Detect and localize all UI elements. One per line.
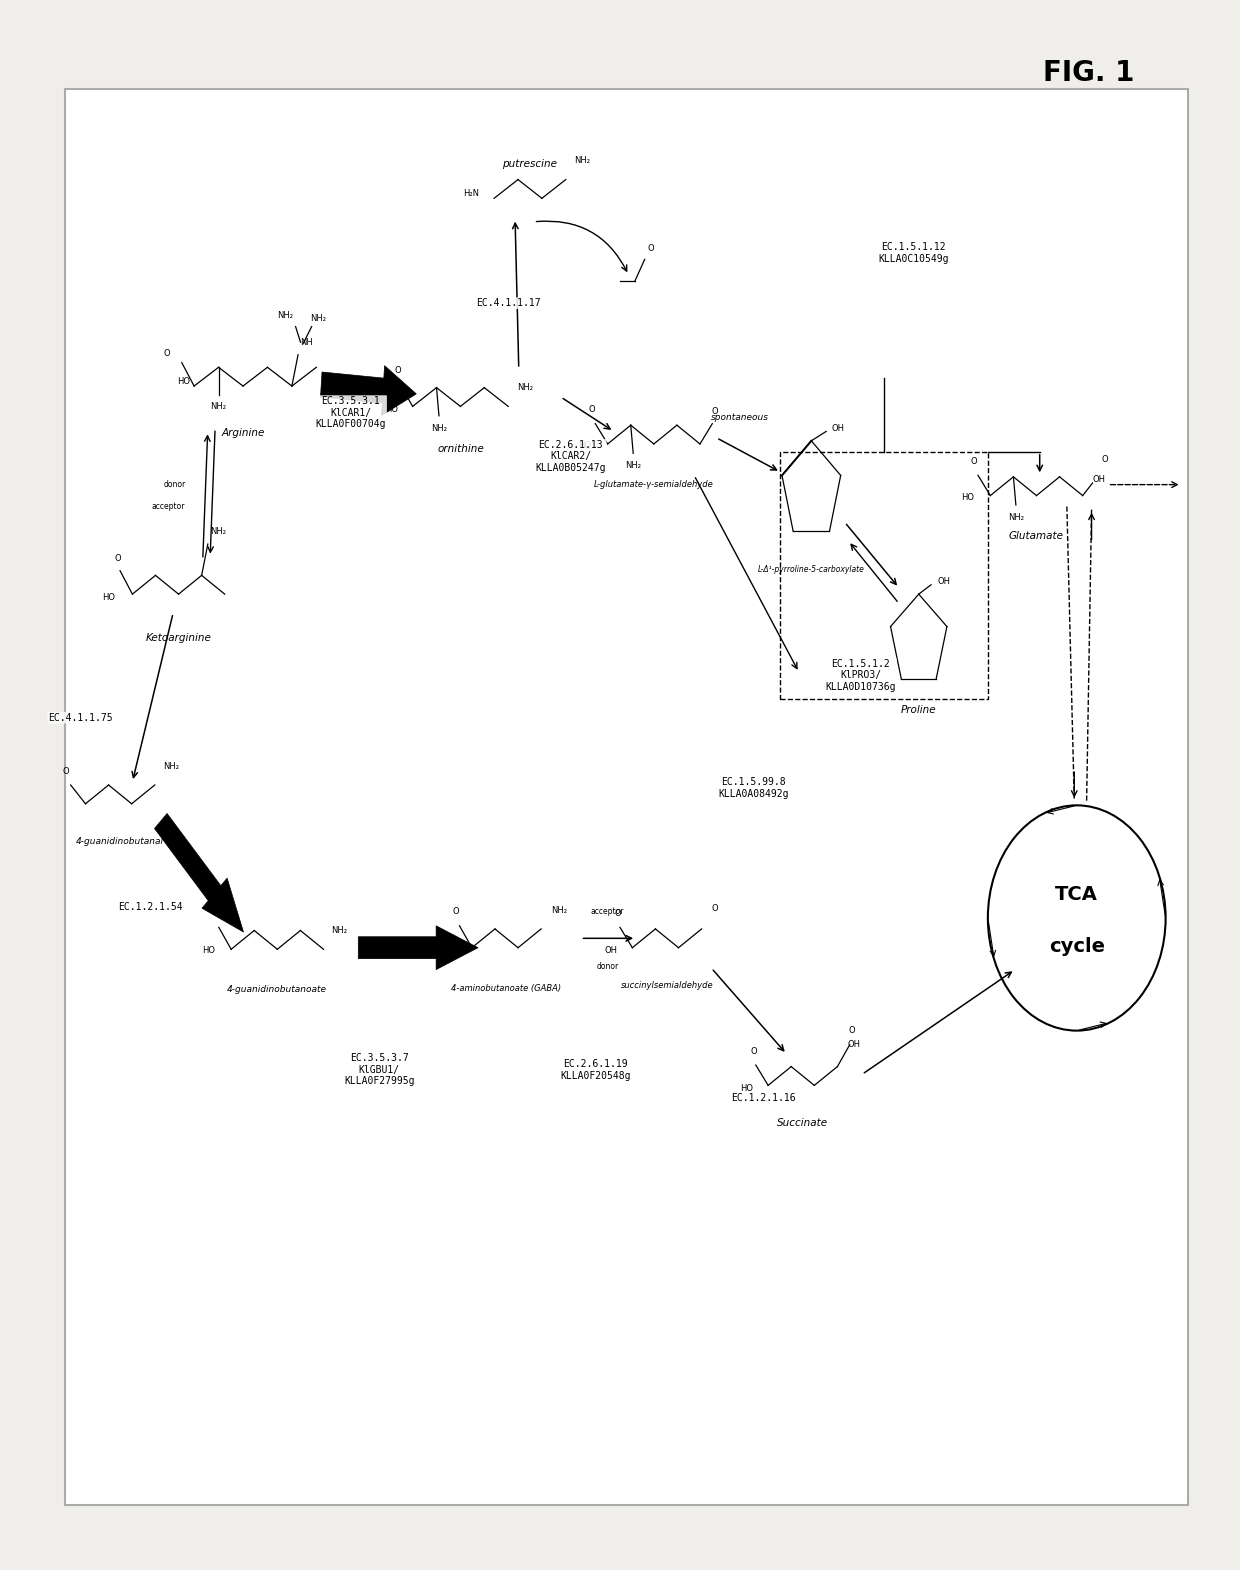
Text: donor: donor	[164, 480, 186, 490]
Text: O: O	[1101, 455, 1109, 465]
Text: 4-guanidinobutanoate: 4-guanidinobutanoate	[227, 986, 327, 994]
Text: EC.3.5.3.1
KlCAR1/
KLLA0F00704g: EC.3.5.3.1 KlCAR1/ KLLA0F00704g	[316, 396, 386, 429]
Polygon shape	[155, 813, 243, 933]
Text: EC.4.1.1.17: EC.4.1.1.17	[476, 298, 541, 308]
Text: TCA: TCA	[1055, 885, 1099, 904]
Text: EC.1.5.1.2
KlPRO3/
KLLA0D10736g: EC.1.5.1.2 KlPRO3/ KLLA0D10736g	[826, 659, 897, 692]
Text: H₂N: H₂N	[464, 188, 480, 198]
Text: O: O	[849, 1027, 856, 1035]
Text: EC.3.5.3.7
KlGBU1/
KLLA0F27995g: EC.3.5.3.7 KlGBU1/ KLLA0F27995g	[343, 1053, 414, 1086]
Text: NH₂: NH₂	[310, 314, 326, 323]
Text: 4-aminobutanoate (GABA): 4-aminobutanoate (GABA)	[451, 984, 562, 992]
Text: EC.4.1.1.75: EC.4.1.1.75	[48, 713, 113, 722]
Text: EC.1.5.1.12
KLLA0C10549g: EC.1.5.1.12 KLLA0C10549g	[879, 242, 949, 264]
Polygon shape	[358, 926, 479, 970]
Text: OH: OH	[1092, 476, 1106, 485]
Text: NH₂: NH₂	[211, 402, 227, 411]
Text: O: O	[213, 909, 219, 918]
Text: EC.2.6.1.19
KLLA0F20548g: EC.2.6.1.19 KLLA0F20548g	[560, 1058, 631, 1080]
Text: EC.2.6.1.13
KlCAR2/
KLLA0B05247g: EC.2.6.1.13 KlCAR2/ KLLA0B05247g	[536, 440, 606, 473]
Text: spontaneous: spontaneous	[711, 413, 769, 422]
Text: OH: OH	[831, 424, 844, 433]
Text: NH₂: NH₂	[574, 157, 590, 165]
Text: putrescine: putrescine	[502, 159, 558, 170]
Text: HO: HO	[740, 1083, 754, 1093]
Text: O: O	[588, 405, 595, 414]
Text: O: O	[164, 349, 170, 358]
Text: O: O	[750, 1047, 756, 1055]
Text: EC.1.2.1.16: EC.1.2.1.16	[730, 1093, 796, 1102]
Text: NH₂: NH₂	[432, 424, 446, 433]
Text: L-glutamate-γ-semialdehyde: L-glutamate-γ-semialdehyde	[594, 480, 714, 490]
Text: HO: HO	[202, 947, 215, 955]
Text: O: O	[971, 457, 977, 466]
Text: Ketoarginine: Ketoarginine	[145, 633, 212, 644]
Text: ornithine: ornithine	[436, 444, 484, 454]
Text: HO: HO	[961, 493, 975, 502]
Text: OH: OH	[937, 578, 950, 586]
Text: HO: HO	[384, 405, 398, 414]
Text: OH: OH	[847, 1041, 861, 1049]
Text: acceptor: acceptor	[591, 907, 625, 917]
Text: EC.1.5.99.8
KLLA0A08492g: EC.1.5.99.8 KLLA0A08492g	[718, 777, 789, 799]
Text: OH: OH	[605, 947, 618, 955]
Text: Glutamate: Glutamate	[1009, 531, 1064, 542]
Text: NH₂: NH₂	[551, 906, 567, 915]
Text: Succinate: Succinate	[777, 1118, 828, 1127]
Text: OH: OH	[444, 947, 458, 955]
Text: HO: HO	[102, 593, 115, 601]
Text: O: O	[62, 766, 69, 776]
Text: HO: HO	[177, 377, 190, 386]
Text: O: O	[614, 909, 621, 918]
Text: Proline: Proline	[901, 705, 936, 714]
Text: O: O	[647, 243, 653, 253]
Text: NH₂: NH₂	[277, 311, 293, 320]
Text: O: O	[712, 407, 718, 416]
Bar	[780, 452, 988, 699]
Text: 4-guanidinobutanal: 4-guanidinobutanal	[76, 837, 164, 846]
Text: O: O	[114, 554, 120, 564]
Text: NH₂: NH₂	[625, 462, 641, 469]
Text: NH: NH	[300, 338, 314, 347]
Text: cycle: cycle	[1049, 937, 1105, 956]
Text: L-Δ¹-pyrroline-5-carboxylate: L-Δ¹-pyrroline-5-carboxylate	[758, 565, 864, 573]
Text: NH₂: NH₂	[331, 926, 347, 936]
Text: FIG. 1: FIG. 1	[1043, 60, 1135, 88]
Text: EC.1.2.1.54: EC.1.2.1.54	[119, 903, 184, 912]
Text: O: O	[712, 904, 718, 914]
Text: NH₂: NH₂	[517, 383, 533, 392]
Text: O: O	[453, 907, 459, 917]
Polygon shape	[320, 366, 417, 416]
Text: succinylsemialdehyde: succinylsemialdehyde	[621, 981, 713, 989]
Text: O: O	[394, 366, 401, 375]
Text: NH₂: NH₂	[1008, 513, 1024, 521]
Text: NH₂: NH₂	[164, 761, 180, 771]
Text: acceptor: acceptor	[153, 502, 186, 510]
Text: donor: donor	[596, 962, 619, 970]
Text: NH₂: NH₂	[211, 528, 226, 537]
Text: HO: HO	[579, 441, 591, 451]
Text: Arginine: Arginine	[221, 429, 264, 438]
